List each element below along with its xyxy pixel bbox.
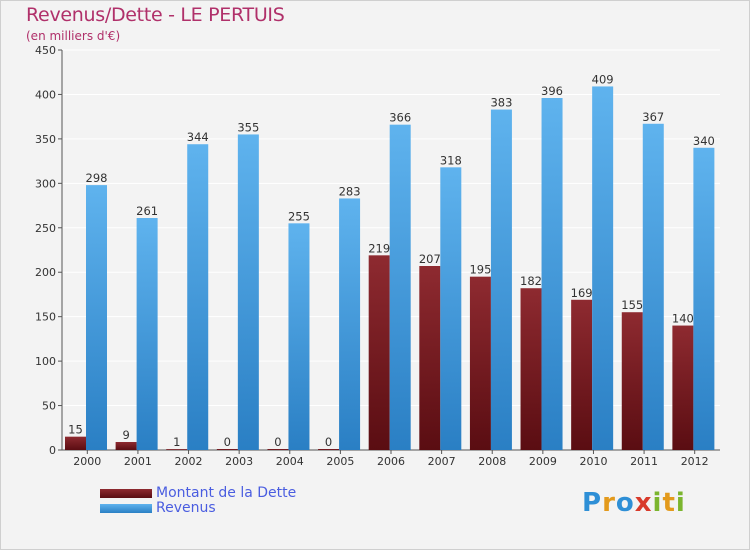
debt-data-label: 207 [419, 252, 441, 266]
debt-bar [318, 449, 340, 450]
revenue-data-label: 261 [136, 204, 158, 218]
revenue-bar [541, 98, 563, 450]
logo-letter: x [634, 488, 653, 518]
revenue-data-label: 367 [642, 110, 664, 124]
debt-data-label: 195 [469, 263, 491, 277]
revenue-data-label: 355 [237, 120, 259, 134]
debt-bar [115, 442, 137, 450]
x-tick-label: 2010 [579, 455, 607, 468]
x-tick-label: 2003 [225, 455, 253, 468]
x-tick-label: 2005 [326, 455, 354, 468]
debt-data-label: 0 [224, 435, 231, 449]
y-tick-label: 0 [49, 444, 56, 457]
revenue-data-label: 318 [440, 153, 462, 167]
debt-data-label: 0 [325, 435, 332, 449]
debt-bar [469, 276, 491, 450]
logo-letter: P [582, 488, 603, 518]
revenue-data-label: 255 [288, 209, 310, 223]
revenue-bar [440, 167, 462, 451]
debt-data-label: 155 [621, 298, 643, 312]
revenue-data-label: 383 [490, 96, 512, 110]
revenue-data-label: 340 [693, 134, 715, 148]
debt-data-label: 1 [173, 435, 180, 449]
debt-bar [672, 325, 694, 450]
debt-data-label: 15 [68, 423, 83, 437]
y-tick-label: 150 [35, 311, 56, 324]
debt-data-label: 140 [672, 312, 694, 326]
x-tick-label: 2002 [175, 455, 203, 468]
debt-data-label: 0 [274, 435, 281, 449]
revenue-bar [86, 185, 107, 450]
revenue-bar [237, 134, 259, 450]
y-tick-label: 200 [35, 266, 56, 279]
legend-swatch-revenue [100, 504, 152, 513]
x-tick-label: 2007 [428, 455, 456, 468]
debt-data-label: 169 [571, 286, 593, 300]
revenue-data-label: 298 [86, 171, 108, 185]
debt-bar [520, 288, 542, 450]
debt-data-label: 182 [520, 274, 542, 288]
revenue-bar [389, 124, 411, 451]
debt-bar [571, 299, 593, 450]
y-tick-label: 400 [35, 88, 56, 101]
y-tick-label: 250 [35, 222, 56, 235]
x-tick-label: 2000 [73, 455, 101, 468]
debt-bar [267, 449, 289, 450]
revenue-bar [693, 147, 715, 450]
x-tick-label: 2001 [124, 455, 152, 468]
revenue-data-label: 409 [592, 72, 614, 86]
debt-bar [166, 449, 188, 450]
revenue-data-label: 366 [389, 111, 411, 125]
debt-bar [65, 436, 86, 450]
revenue-data-label: 283 [339, 184, 361, 198]
revenue-bar [592, 86, 614, 450]
revenue-bar [339, 198, 361, 450]
revenue-bar [490, 109, 512, 451]
x-tick-label: 2012 [681, 455, 709, 468]
x-tick-label: 2004 [276, 455, 304, 468]
debt-bar [216, 449, 238, 450]
debt-data-label: 9 [122, 428, 129, 442]
x-tick-label: 2009 [529, 455, 557, 468]
chart-subtitle: (en milliers d'€) [26, 29, 121, 43]
y-tick-label: 50 [42, 400, 56, 413]
debt-bar [621, 312, 643, 450]
logo-letter: r [602, 488, 616, 518]
revenue-bar [288, 223, 310, 450]
debt-bar [419, 266, 441, 450]
revenue-bar [136, 218, 158, 450]
logo-letter: o [615, 488, 635, 518]
revenue-data-label: 396 [541, 84, 563, 98]
chart-title: Revenus/Dette - LE PERTUIS [26, 4, 285, 26]
x-tick-label: 2008 [478, 455, 506, 468]
legend-label-debt: Montant de la Dette [156, 485, 297, 501]
logo-letter: i [652, 488, 663, 518]
revenue-bar [187, 144, 209, 450]
y-tick-label: 300 [35, 177, 56, 190]
proxiti-logo: Proxiti [582, 488, 686, 518]
revenue-bar [642, 123, 664, 451]
y-tick-label: 350 [35, 133, 56, 146]
debt-bar [368, 255, 390, 450]
y-tick-label: 100 [35, 355, 56, 368]
revenue-data-label: 344 [187, 130, 209, 144]
x-tick-label: 2011 [630, 455, 658, 468]
legend-label-revenue: Revenus [156, 500, 216, 516]
x-tick-label: 2006 [377, 455, 405, 468]
logo-letter: t [662, 488, 676, 518]
logo-letter: i [675, 488, 686, 518]
debt-data-label: 219 [368, 241, 390, 255]
y-tick-label: 450 [35, 44, 56, 57]
legend-swatch-debt [100, 489, 152, 498]
